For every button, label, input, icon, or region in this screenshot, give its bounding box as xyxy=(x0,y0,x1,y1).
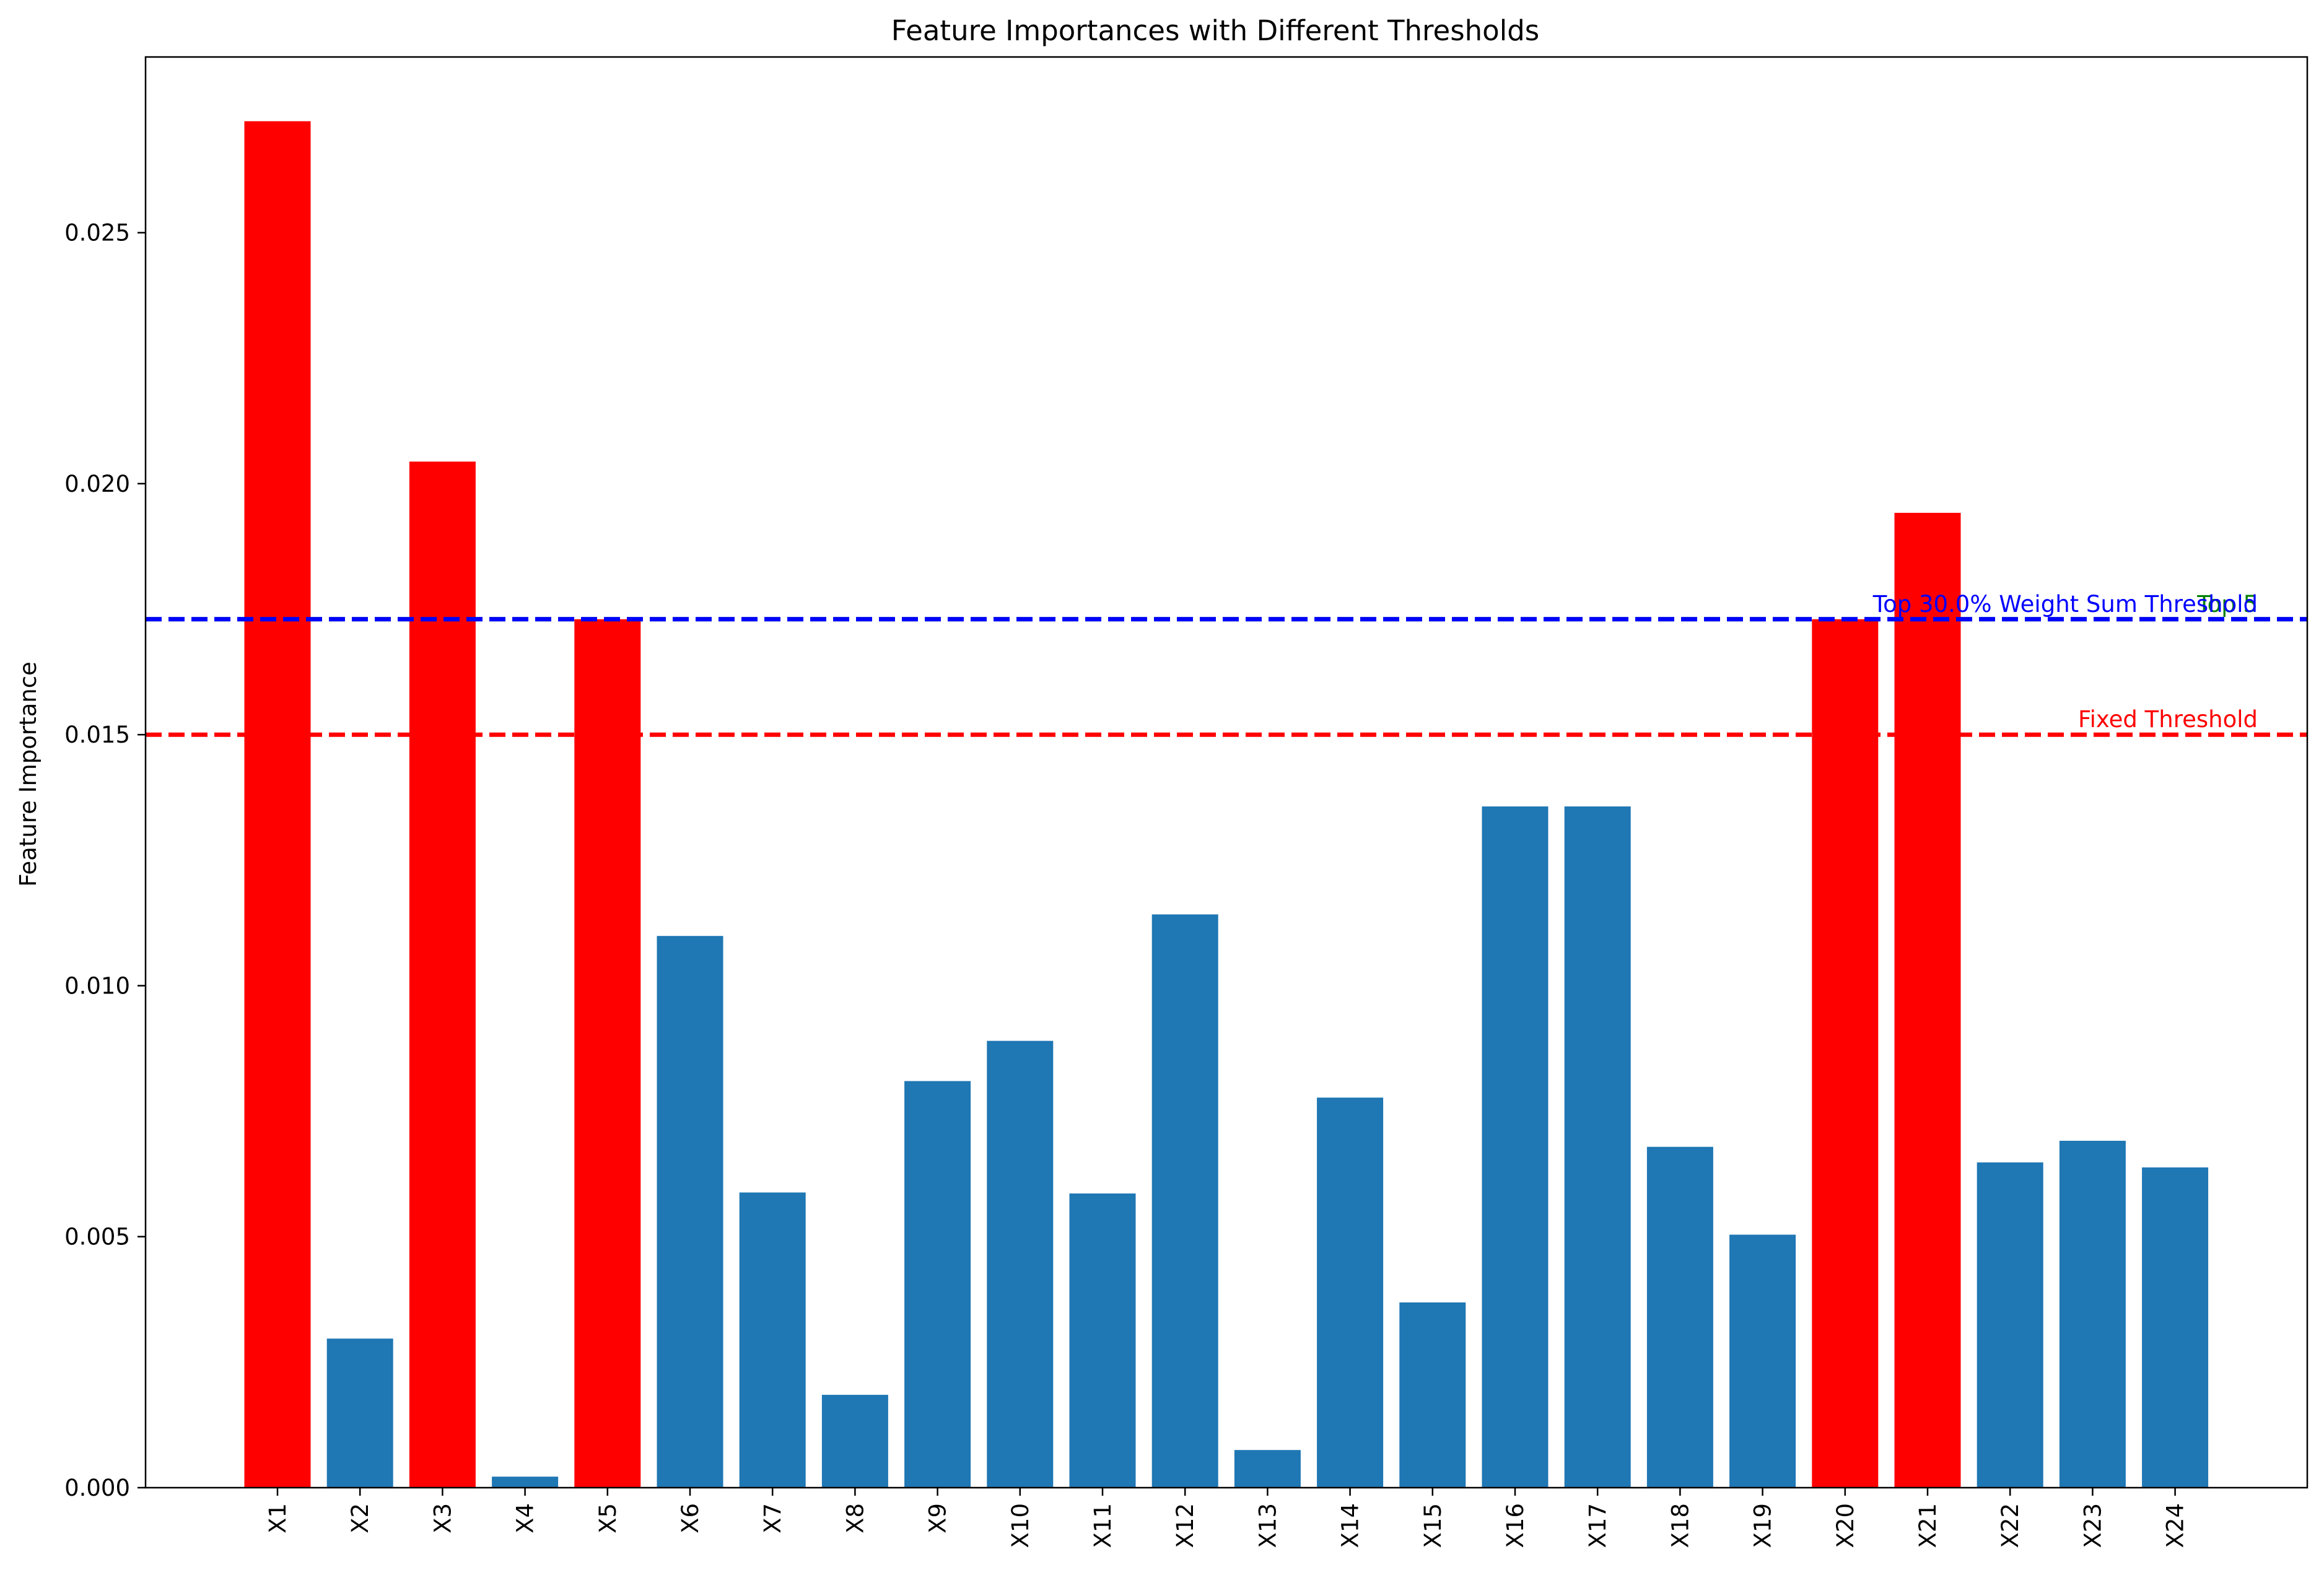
bar-x11 xyxy=(1069,1193,1136,1488)
x-tick-label-x10: X10 xyxy=(1007,1503,1034,1548)
bar-x24 xyxy=(2142,1167,2209,1488)
x-tick-label-x15: X15 xyxy=(1420,1503,1446,1548)
x-tick-label-x7: X7 xyxy=(759,1503,786,1534)
x-tick-label-x20: X20 xyxy=(1832,1503,1859,1548)
bar-x8 xyxy=(821,1395,888,1488)
x-tick-label-x13: X13 xyxy=(1254,1503,1281,1548)
y-tick-label: 0.000 xyxy=(64,1475,130,1501)
bar-x3 xyxy=(409,461,476,1488)
x-tick-label-x12: X12 xyxy=(1172,1503,1199,1548)
threshold-label-top-30-0-weight-sum-threshold: Top 30.0% Weight Sum Threshold xyxy=(1872,591,2258,617)
y-axis-label: Feature Importance xyxy=(15,661,42,887)
bar-x6 xyxy=(657,936,723,1488)
plot-frame xyxy=(144,56,2309,1489)
x-tick-label-x23: X23 xyxy=(2079,1503,2106,1548)
bar-x20 xyxy=(1812,619,1879,1488)
bar-x2 xyxy=(326,1338,393,1488)
threshold-label-fixed-threshold: Fixed Threshold xyxy=(2078,706,2258,733)
bar-x9 xyxy=(904,1081,971,1488)
bar-x7 xyxy=(739,1192,806,1488)
bar-x15 xyxy=(1399,1302,1466,1488)
x-tick-label-x14: X14 xyxy=(1337,1503,1364,1548)
bar-x14 xyxy=(1317,1097,1384,1488)
bar-x1 xyxy=(244,121,311,1488)
x-tick-label-x21: X21 xyxy=(1915,1503,1941,1548)
bar-x4 xyxy=(492,1477,559,1488)
x-tick-label-x2: X2 xyxy=(347,1503,374,1534)
x-tick-label-x16: X16 xyxy=(1502,1503,1529,1548)
y-tick-label: 0.005 xyxy=(64,1224,130,1250)
x-axis: X1 X2 X3 X4 X5 X6 X7 X8 X9 X10 X11 X12 X13 X14 X15 X16 X… xyxy=(264,1488,2189,1548)
bar-x22 xyxy=(1977,1162,2043,1488)
bar-x13 xyxy=(1234,1450,1301,1488)
bar-x23 xyxy=(2059,1140,2126,1488)
bar-x18 xyxy=(1646,1146,1713,1488)
x-tick-label-x8: X8 xyxy=(842,1503,868,1534)
x-tick-label-x17: X17 xyxy=(1584,1503,1611,1548)
bar-x17 xyxy=(1564,806,1631,1488)
bar-x16 xyxy=(1482,806,1549,1488)
y-tick-label: 0.020 xyxy=(64,471,130,497)
x-tick-label-x22: X22 xyxy=(1997,1503,2024,1548)
y-axis: 0.000 0.005 0.010 0.015 0.020 0.025 xyxy=(64,220,146,1501)
x-tick-label-x19: X19 xyxy=(1750,1503,1776,1548)
bar-x12 xyxy=(1151,914,1218,1488)
bar-x5 xyxy=(574,619,641,1488)
x-tick-label-x5: X5 xyxy=(595,1503,621,1534)
x-tick-label-x9: X9 xyxy=(925,1503,951,1534)
x-tick-label-x24: X24 xyxy=(2162,1503,2189,1548)
bars-layer xyxy=(244,121,2209,1488)
chart-title: Feature Importances with Different Thres… xyxy=(891,14,1539,47)
bar-x10 xyxy=(987,1041,1054,1488)
y-tick-label: 0.025 xyxy=(64,220,130,247)
threshold-label-top-5: Top 5 xyxy=(2196,591,2258,617)
bar-x21 xyxy=(1894,513,1961,1488)
x-tick-label-x18: X18 xyxy=(1667,1503,1693,1548)
x-tick-label-x6: X6 xyxy=(677,1503,704,1534)
x-tick-label-x4: X4 xyxy=(512,1503,539,1534)
x-tick-label-x3: X3 xyxy=(429,1503,456,1534)
x-tick-label-x1: X1 xyxy=(264,1503,291,1534)
bar-x19 xyxy=(1729,1234,1796,1488)
y-tick-label: 0.010 xyxy=(64,973,130,1000)
y-tick-label: 0.015 xyxy=(64,722,130,748)
x-tick-label-x11: X11 xyxy=(1090,1503,1116,1548)
